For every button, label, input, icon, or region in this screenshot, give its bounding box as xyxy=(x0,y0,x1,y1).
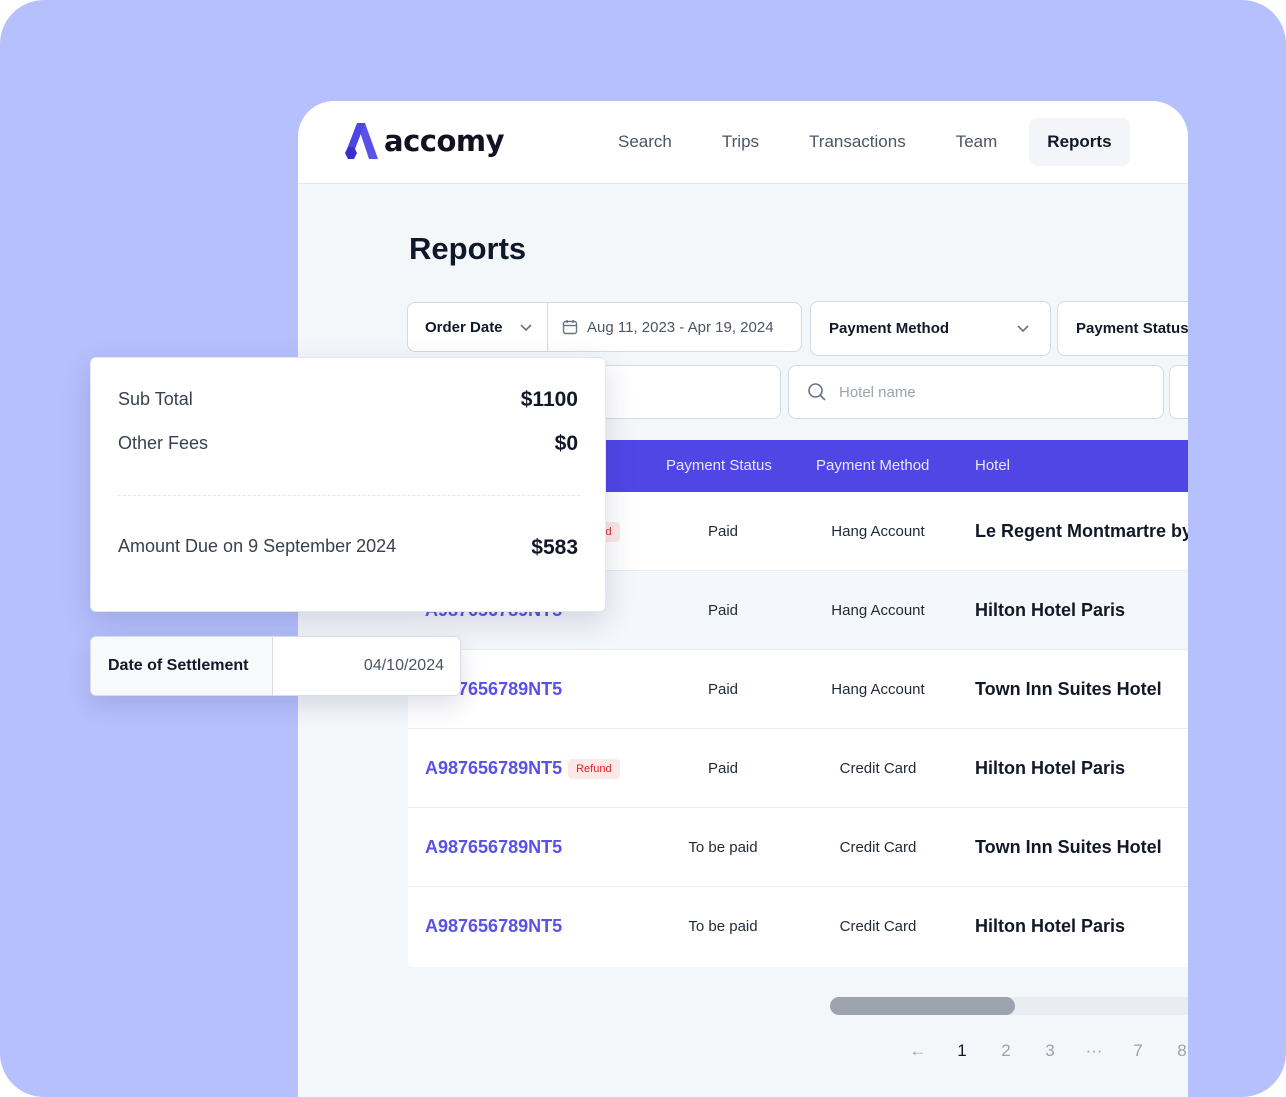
page-ellipsis: ··· xyxy=(1085,1041,1103,1060)
prev-page-arrow-icon[interactable]: ← xyxy=(909,1041,927,1060)
other-fees-label: Other Fees xyxy=(118,433,209,453)
main-nav: Search Trips Transactions Team Reports xyxy=(600,118,1144,166)
chevron-down-icon xyxy=(1017,325,1029,333)
payment-status-cell: Paid xyxy=(707,602,739,619)
nav-search[interactable]: Search xyxy=(618,132,672,151)
amount-due-value: $583 xyxy=(531,536,578,559)
payment-method-cell: Hang Account xyxy=(831,523,925,540)
page-1[interactable]: 1 xyxy=(957,1041,967,1060)
hotel-cell: Hilton Hotel Paris xyxy=(975,600,1126,620)
payment-status-cell: To be paid xyxy=(688,918,758,935)
payment-summary-card: Sub Total $1100 Other Fees $0 Amount Due… xyxy=(90,357,606,612)
refund-badge: Refund xyxy=(568,759,620,780)
hotel-cell: Town Inn Suites Hotel xyxy=(975,837,1162,857)
settlement-label: Date of Settlement xyxy=(91,637,273,695)
chevron-down-icon xyxy=(519,324,532,332)
payment-method-cell: Credit Card xyxy=(839,839,917,856)
scrollbar-thumb[interactable] xyxy=(830,997,1015,1015)
payment-status-cell: Paid xyxy=(707,760,739,777)
extra-filter[interactable] xyxy=(1169,365,1188,419)
hotel-cell: Hilton Hotel Paris xyxy=(975,916,1126,936)
settlement-date-value: 04/10/2024 xyxy=(363,657,444,674)
page-title: Reports xyxy=(409,231,527,266)
nav-reports[interactable]: Reports xyxy=(1029,118,1130,166)
sub-total-label: Sub Total xyxy=(118,389,193,409)
app-header: accomy Search Trips Transactions Team Re… xyxy=(298,101,1188,184)
amount-due-label: Amount Due on 9 September 2024 xyxy=(118,536,397,556)
payment-method-label: Payment Method xyxy=(829,320,950,337)
table-row[interactable]: A987656789NT5 Paid Hang Account Town Inn… xyxy=(408,650,1188,729)
payment-status-label: Payment Status xyxy=(1076,320,1188,337)
app-window: accomy Search Trips Transactions Team Re… xyxy=(298,101,1188,1097)
sub-total-value: $1100 xyxy=(520,388,578,411)
nav-trips[interactable]: Trips xyxy=(721,132,760,151)
calendar-icon xyxy=(562,320,578,335)
page-2[interactable]: 2 xyxy=(1001,1041,1011,1060)
payment-method-filter[interactable]: Payment Method xyxy=(810,301,1051,356)
settlement-date-card: Date of Settlement 04/10/2024 xyxy=(90,636,461,696)
hotel-cell: Le Regent Montmartre by xyxy=(975,521,1188,541)
header-payment-status[interactable]: Payment Status xyxy=(666,457,772,474)
pagination: ← 1 2 3 ··· 7 8 xyxy=(896,1039,1188,1063)
payment-status-cell: To be paid xyxy=(688,839,758,856)
hotel-search-input[interactable]: Hotel name xyxy=(788,365,1164,419)
logo[interactable]: accomy xyxy=(344,123,505,159)
hotel-cell: Town Inn Suites Hotel xyxy=(975,679,1162,699)
page-3[interactable]: 3 xyxy=(1045,1041,1055,1060)
hotel-cell: Hilton Hotel Paris xyxy=(975,758,1126,778)
hotel-search-placeholder: Hotel name xyxy=(839,383,916,401)
other-fees-value: $0 xyxy=(554,432,578,455)
accomy-logo-icon xyxy=(345,123,378,159)
brand-name: accomy xyxy=(384,124,505,158)
order-id-link[interactable]: A987656789NT5 xyxy=(425,837,563,857)
table-row[interactable]: A987656789NT5 To be paid Credit Card Tow… xyxy=(408,808,1188,887)
payment-method-cell: Hang Account xyxy=(831,602,925,619)
nav-team[interactable]: Team xyxy=(955,132,998,151)
order-date-filter: Order Date Aug 11, 2023 - Apr 19, 2024 xyxy=(407,302,802,352)
divider xyxy=(118,495,580,496)
search-icon xyxy=(808,383,826,401)
table-row[interactable]: A987656789NT5 To be paid Credit Card Hil… xyxy=(408,887,1188,966)
payment-method-cell: Hang Account xyxy=(831,681,925,698)
order-date-select[interactable]: Order Date xyxy=(408,303,548,351)
header-hotel[interactable]: Hotel xyxy=(975,457,1011,474)
reports-table: Payment Status Payment Method Hotel A987… xyxy=(408,440,1188,967)
payment-status-cell: Paid xyxy=(707,523,739,540)
order-id-link[interactable]: A987656789NT5 xyxy=(425,758,563,778)
page-7[interactable]: 7 xyxy=(1133,1041,1143,1060)
horizontal-scrollbar[interactable] xyxy=(830,997,1188,1015)
date-range-value: Aug 11, 2023 - Apr 19, 2024 xyxy=(587,318,774,336)
order-id-link[interactable]: A987656789NT5 xyxy=(425,916,563,936)
payment-status-filter[interactable]: Payment Status xyxy=(1057,301,1188,356)
payment-status-cell: Paid xyxy=(707,681,739,698)
page-8[interactable]: 8 xyxy=(1177,1041,1187,1060)
order-date-label: Order Date xyxy=(425,318,503,336)
table-row[interactable]: A987656789NT5 Refund Paid Credit Card Hil… xyxy=(408,729,1188,808)
date-range-picker[interactable]: Aug 11, 2023 - Apr 19, 2024 xyxy=(548,319,774,336)
nav-transactions[interactable]: Transactions xyxy=(809,132,906,151)
payment-method-cell: Credit Card xyxy=(839,918,917,935)
header-payment-method[interactable]: Payment Method xyxy=(816,457,930,474)
payment-method-cell: Credit Card xyxy=(839,760,917,777)
